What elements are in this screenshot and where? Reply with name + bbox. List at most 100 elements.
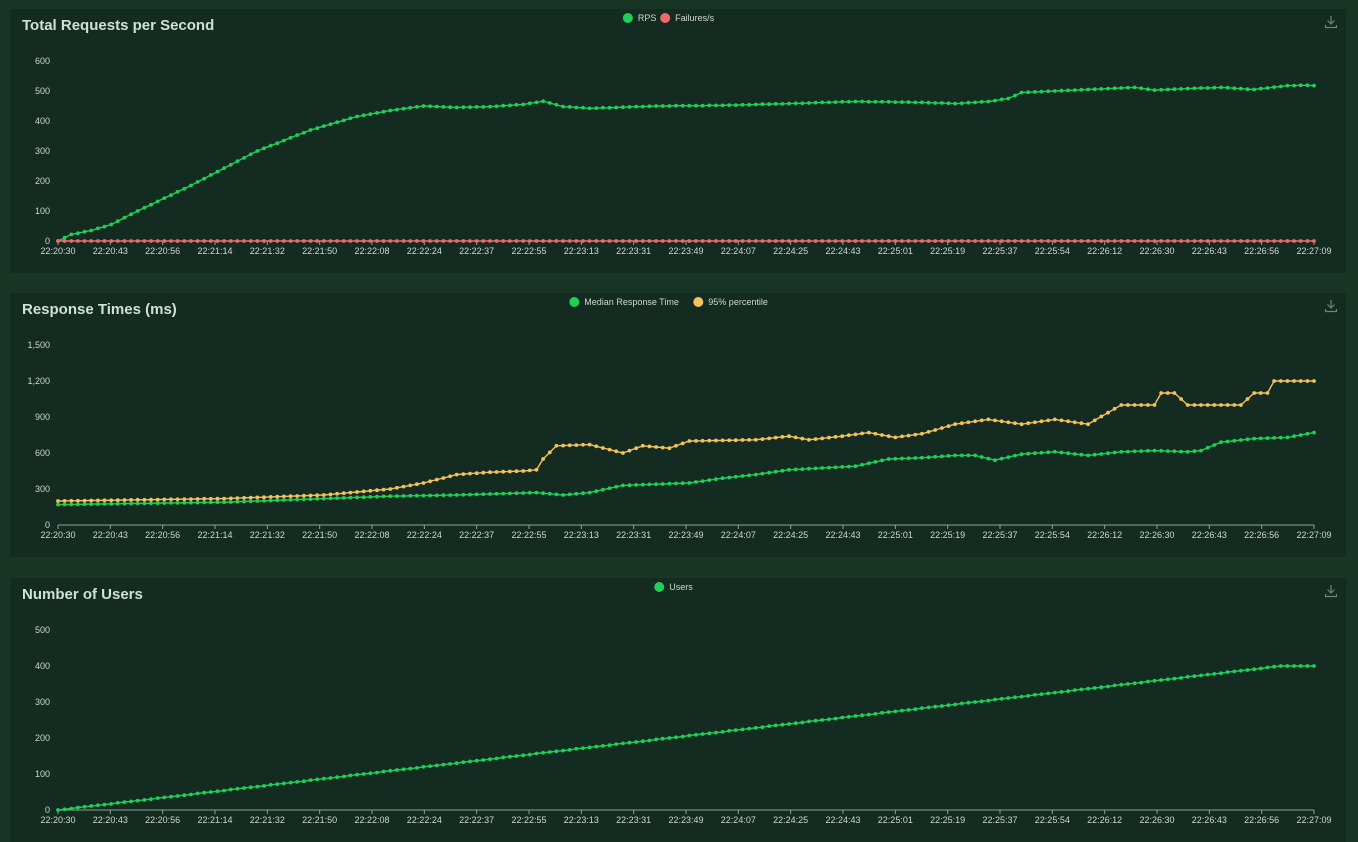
legend-item[interactable]: 95% percentile — [693, 297, 768, 307]
data-point — [647, 738, 652, 743]
data-point — [979, 699, 984, 704]
data-point — [846, 433, 851, 438]
legend-item[interactable]: Failures/s — [660, 13, 715, 23]
data-point — [1165, 239, 1170, 243]
data-point — [408, 105, 413, 110]
data-point — [1258, 86, 1263, 91]
data-point — [687, 439, 692, 443]
legend-marker — [654, 582, 665, 592]
data-point — [694, 439, 698, 443]
data-point — [62, 807, 67, 812]
data-point — [202, 176, 207, 181]
download-icon[interactable] — [1324, 15, 1338, 29]
data-point — [860, 99, 864, 104]
legend-item[interactable]: Median Response Time — [569, 297, 679, 307]
data-point — [461, 239, 466, 243]
data-point — [508, 754, 512, 759]
data-point — [1312, 83, 1316, 88]
data-point — [1192, 86, 1197, 91]
x-tick-label: 22:23:49 — [668, 246, 703, 256]
data-point — [189, 239, 193, 243]
data-point — [129, 239, 133, 243]
data-point — [162, 497, 167, 502]
data-point — [753, 472, 758, 477]
data-point — [1212, 403, 1217, 407]
y-tick-label: 600 — [35, 448, 50, 458]
data-point — [886, 99, 891, 104]
data-point — [946, 424, 951, 428]
data-point — [1152, 448, 1157, 453]
data-point — [1079, 239, 1084, 243]
data-point — [780, 468, 785, 473]
data-point — [594, 744, 599, 749]
data-point — [727, 103, 732, 107]
data-point — [255, 499, 260, 503]
data-point — [787, 239, 791, 243]
data-point — [866, 239, 871, 243]
data-point — [767, 436, 771, 441]
data-point — [308, 128, 313, 132]
data-point — [634, 239, 639, 243]
data-point — [142, 205, 147, 210]
data-point — [69, 502, 74, 507]
data-point — [720, 730, 725, 734]
data-point — [640, 482, 645, 487]
data-point — [906, 708, 911, 712]
data-point — [873, 431, 878, 436]
data-point — [208, 496, 213, 501]
data-point — [740, 474, 745, 478]
data-point — [448, 493, 452, 497]
data-point — [1132, 403, 1137, 407]
data-point — [335, 239, 339, 243]
x-tick-label: 22:20:56 — [145, 815, 180, 825]
data-point — [979, 455, 984, 459]
data-point — [202, 790, 207, 795]
data-point — [1225, 403, 1230, 407]
data-point — [1252, 87, 1257, 92]
data-point — [820, 100, 825, 105]
data-point — [169, 193, 173, 198]
data-point — [986, 456, 991, 461]
data-point — [195, 180, 200, 184]
data-point — [627, 239, 632, 243]
data-point — [1312, 239, 1316, 243]
data-point — [222, 496, 227, 501]
y-tick-label: 500 — [35, 625, 50, 635]
data-point — [1079, 87, 1084, 92]
data-point — [521, 491, 526, 495]
data-point — [96, 502, 100, 506]
data-point — [328, 776, 333, 780]
data-point — [1179, 87, 1183, 91]
data-point — [282, 781, 286, 786]
legend-item[interactable]: Users — [654, 582, 693, 592]
data-point — [807, 101, 811, 105]
data-point — [1298, 664, 1303, 668]
data-point — [1252, 667, 1257, 672]
data-point — [235, 786, 240, 791]
data-point — [660, 736, 665, 741]
data-point — [361, 495, 366, 500]
data-point — [295, 239, 300, 243]
data-point — [1285, 664, 1290, 668]
data-point — [1278, 664, 1283, 668]
data-point — [1092, 418, 1097, 423]
x-tick-label: 22:21:32 — [250, 815, 285, 825]
data-point — [1112, 406, 1117, 411]
data-point — [189, 497, 193, 501]
download-icon[interactable] — [1324, 299, 1338, 313]
data-point — [534, 490, 539, 495]
data-point — [494, 239, 499, 243]
data-point — [654, 737, 658, 742]
download-icon[interactable] — [1324, 584, 1338, 598]
x-tick-label: 22:22:08 — [354, 530, 389, 540]
data-point — [860, 713, 864, 718]
x-tick-label: 22:26:56 — [1244, 530, 1279, 540]
data-point — [920, 431, 924, 436]
data-point — [395, 485, 399, 490]
data-point — [747, 473, 751, 478]
data-point — [142, 798, 147, 802]
data-point — [574, 443, 579, 447]
data-point — [1059, 418, 1064, 423]
data-point — [434, 493, 439, 498]
legend-item[interactable]: RPS — [622, 13, 657, 23]
